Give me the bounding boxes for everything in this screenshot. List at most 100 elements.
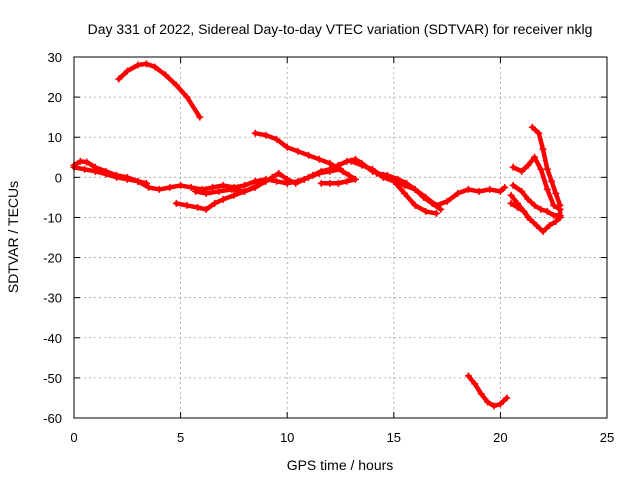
data-point (464, 372, 472, 380)
data-point (345, 171, 353, 179)
data-point (123, 67, 131, 75)
data-point (142, 60, 150, 68)
x-axis-label: GPS time / hours (287, 457, 394, 473)
data-point (543, 185, 551, 193)
data-point (539, 145, 547, 153)
data-point (403, 179, 411, 187)
data-point (484, 398, 492, 406)
data-point (194, 203, 202, 211)
data-point (490, 402, 498, 410)
data-point (268, 173, 276, 181)
data-point (305, 151, 313, 159)
data-point (262, 131, 270, 139)
axis-ticks: 0 5 10 15 20 25 30 20 10 0 -10 -20 -30 -40 -50 -60 (43, 50, 614, 445)
data-point (537, 165, 545, 173)
data-point (339, 167, 347, 175)
series-arc13 (509, 181, 564, 219)
series-arc1 (115, 60, 204, 121)
series-arc10 (509, 153, 564, 221)
data-point (172, 81, 180, 89)
data-point (183, 93, 191, 101)
y-tick-label: 10 (48, 130, 62, 145)
data-point (552, 189, 560, 197)
series-line (508, 201, 531, 220)
data-point (454, 189, 462, 197)
data-point (518, 187, 526, 195)
data-point (251, 177, 259, 185)
data-point (513, 203, 521, 211)
data-point (241, 181, 249, 189)
data-point (332, 163, 340, 171)
y-tick-label: -50 (43, 371, 62, 386)
data-point (187, 183, 195, 191)
data-point (394, 175, 402, 183)
data-point (83, 158, 91, 166)
x-tick-label: 20 (493, 430, 507, 445)
series-line (116, 61, 203, 120)
data-point (326, 165, 334, 173)
data-point (300, 175, 308, 183)
series-arc6 (251, 129, 359, 187)
data-point (209, 183, 217, 191)
x-tick-label: 25 (600, 430, 614, 445)
chart-title: Day 331 of 2022, Sidereal Day-to-day VTE… (88, 21, 593, 37)
data-point (343, 177, 351, 185)
data-point (192, 187, 200, 195)
data-point (556, 201, 564, 209)
x-tick-label: 15 (387, 430, 401, 445)
data-point (134, 61, 142, 69)
plot-frame (73, 56, 608, 419)
data-point (292, 179, 300, 187)
data-point (552, 217, 560, 225)
data-point (509, 181, 517, 189)
data-point (91, 167, 99, 175)
data-point (251, 129, 259, 137)
y-tick-label: -10 (43, 210, 62, 225)
data-point (102, 170, 110, 178)
data-point (531, 201, 539, 209)
data-point (518, 167, 526, 175)
data-point (471, 380, 479, 388)
data-point (326, 159, 334, 167)
data-point (524, 195, 532, 203)
data-point (420, 193, 428, 201)
data-point (550, 201, 558, 209)
data-point (172, 199, 180, 207)
data-point (545, 221, 553, 229)
data-point (537, 205, 545, 213)
series-arc9 (464, 372, 511, 410)
data-point (219, 195, 227, 203)
data-point (230, 191, 238, 199)
data-point (177, 181, 185, 189)
series-line (252, 130, 358, 186)
data-point (283, 143, 291, 151)
data-point (509, 163, 517, 171)
data-point (507, 199, 515, 207)
y-tick-label: -40 (43, 331, 62, 346)
data-point (196, 113, 204, 121)
series-group (70, 60, 564, 410)
data-point (383, 171, 391, 179)
data-point (411, 201, 419, 209)
data-point (326, 179, 334, 187)
x-tick-label: 0 (70, 430, 77, 445)
data-point (81, 165, 89, 173)
data-point (142, 179, 150, 187)
data-point (548, 177, 556, 185)
data-point (145, 183, 153, 191)
data-point (524, 161, 532, 169)
data-point (368, 165, 376, 173)
y-tick-label: 20 (48, 90, 62, 105)
data-point (162, 71, 170, 79)
data-point (151, 63, 159, 71)
data-point (550, 211, 558, 219)
data-point (496, 400, 504, 408)
data-point (531, 153, 539, 161)
x-tick-label: 5 (177, 430, 184, 445)
data-point (432, 209, 440, 217)
data-point (475, 187, 483, 195)
data-point (294, 147, 302, 155)
data-point (528, 123, 536, 131)
data-point (253, 181, 261, 189)
